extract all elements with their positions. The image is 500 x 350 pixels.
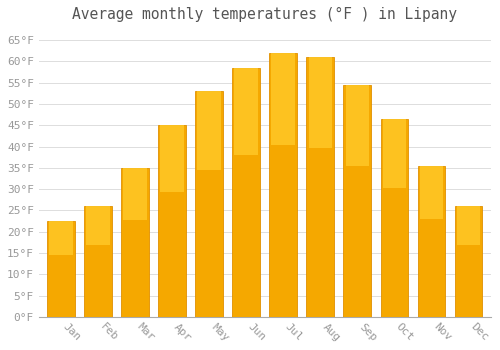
Bar: [232, 68, 260, 317]
Bar: [456, 206, 480, 245]
Bar: [454, 206, 482, 317]
Bar: [84, 206, 112, 317]
Bar: [47, 221, 75, 317]
Bar: [344, 85, 371, 317]
Bar: [380, 119, 408, 317]
Bar: [270, 53, 297, 317]
Bar: [420, 166, 444, 218]
Bar: [198, 91, 221, 170]
Bar: [418, 166, 446, 317]
Bar: [308, 57, 332, 148]
Bar: [346, 85, 369, 166]
Bar: [86, 206, 110, 245]
Bar: [234, 68, 258, 155]
Bar: [121, 168, 149, 317]
Bar: [306, 57, 334, 317]
Bar: [49, 221, 73, 254]
Bar: [196, 91, 223, 317]
Bar: [158, 125, 186, 317]
Bar: [272, 53, 295, 145]
Bar: [124, 168, 147, 220]
Title: Average monthly temperatures (°F ) in Lipany: Average monthly temperatures (°F ) in Li…: [72, 7, 458, 22]
Bar: [160, 125, 184, 192]
Bar: [382, 119, 406, 188]
